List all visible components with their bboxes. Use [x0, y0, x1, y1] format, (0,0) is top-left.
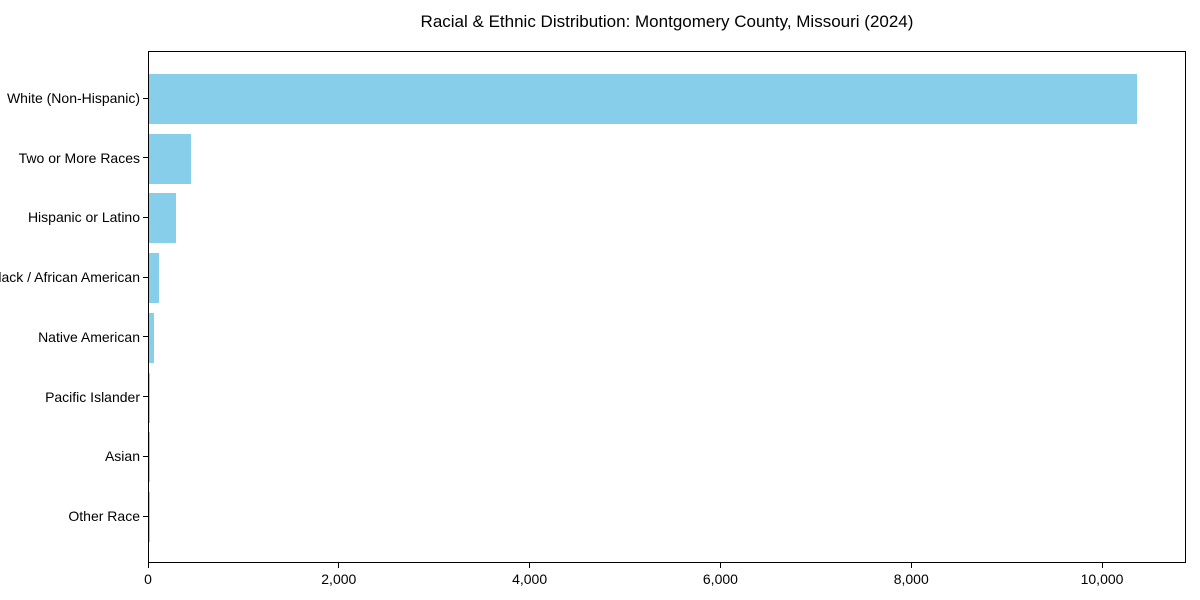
x-tick-mark — [719, 563, 721, 568]
bar-white-non-hispanic — [149, 74, 1138, 124]
y-tick-label: Native American — [38, 328, 140, 345]
y-tick-label: White (Non-Hispanic) — [6, 90, 140, 106]
x-tick-label: 0 — [144, 571, 152, 587]
bar-pacific-islander — [149, 372, 150, 423]
bar-two-or-more-races — [149, 133, 191, 184]
x-tick-label: 4,000 — [512, 571, 548, 587]
y-tick-label: Black / African American — [0, 269, 140, 286]
y-tick-mark — [143, 396, 148, 398]
plot-area — [148, 51, 1186, 563]
bar-hispanic-or-latino — [149, 193, 176, 244]
x-tick-label: 8,000 — [893, 571, 929, 587]
chart-title: Racial & Ethnic Distribution: Montgomery… — [420, 12, 914, 31]
y-tick-mark — [143, 455, 148, 457]
y-tick-mark — [143, 97, 148, 99]
y-tick-mark — [143, 157, 148, 159]
y-tick-label: Other Race — [68, 508, 140, 524]
x-tick-mark — [910, 563, 912, 568]
y-tick-label: Two or More Races — [18, 149, 140, 166]
x-tick-mark — [338, 563, 340, 568]
x-tick-mark — [1101, 563, 1103, 568]
x-tick-label: 6,000 — [702, 571, 738, 587]
y-tick-mark — [143, 336, 148, 338]
y-tick-label: Hispanic or Latino — [27, 209, 140, 226]
y-tick-mark — [143, 216, 148, 218]
y-tick-label: Asian — [104, 448, 140, 465]
y-tick-mark — [143, 515, 148, 517]
x-tick-mark — [529, 563, 531, 568]
x-tick-label: 2,000 — [321, 571, 357, 587]
bar-black-african-american — [149, 253, 160, 304]
x-tick-label: 10,000 — [1080, 571, 1124, 587]
y-tick-mark — [143, 276, 148, 278]
bar-native-american — [149, 312, 155, 363]
y-tick-label: Pacific Islander — [45, 388, 140, 405]
x-tick-mark — [147, 563, 149, 568]
